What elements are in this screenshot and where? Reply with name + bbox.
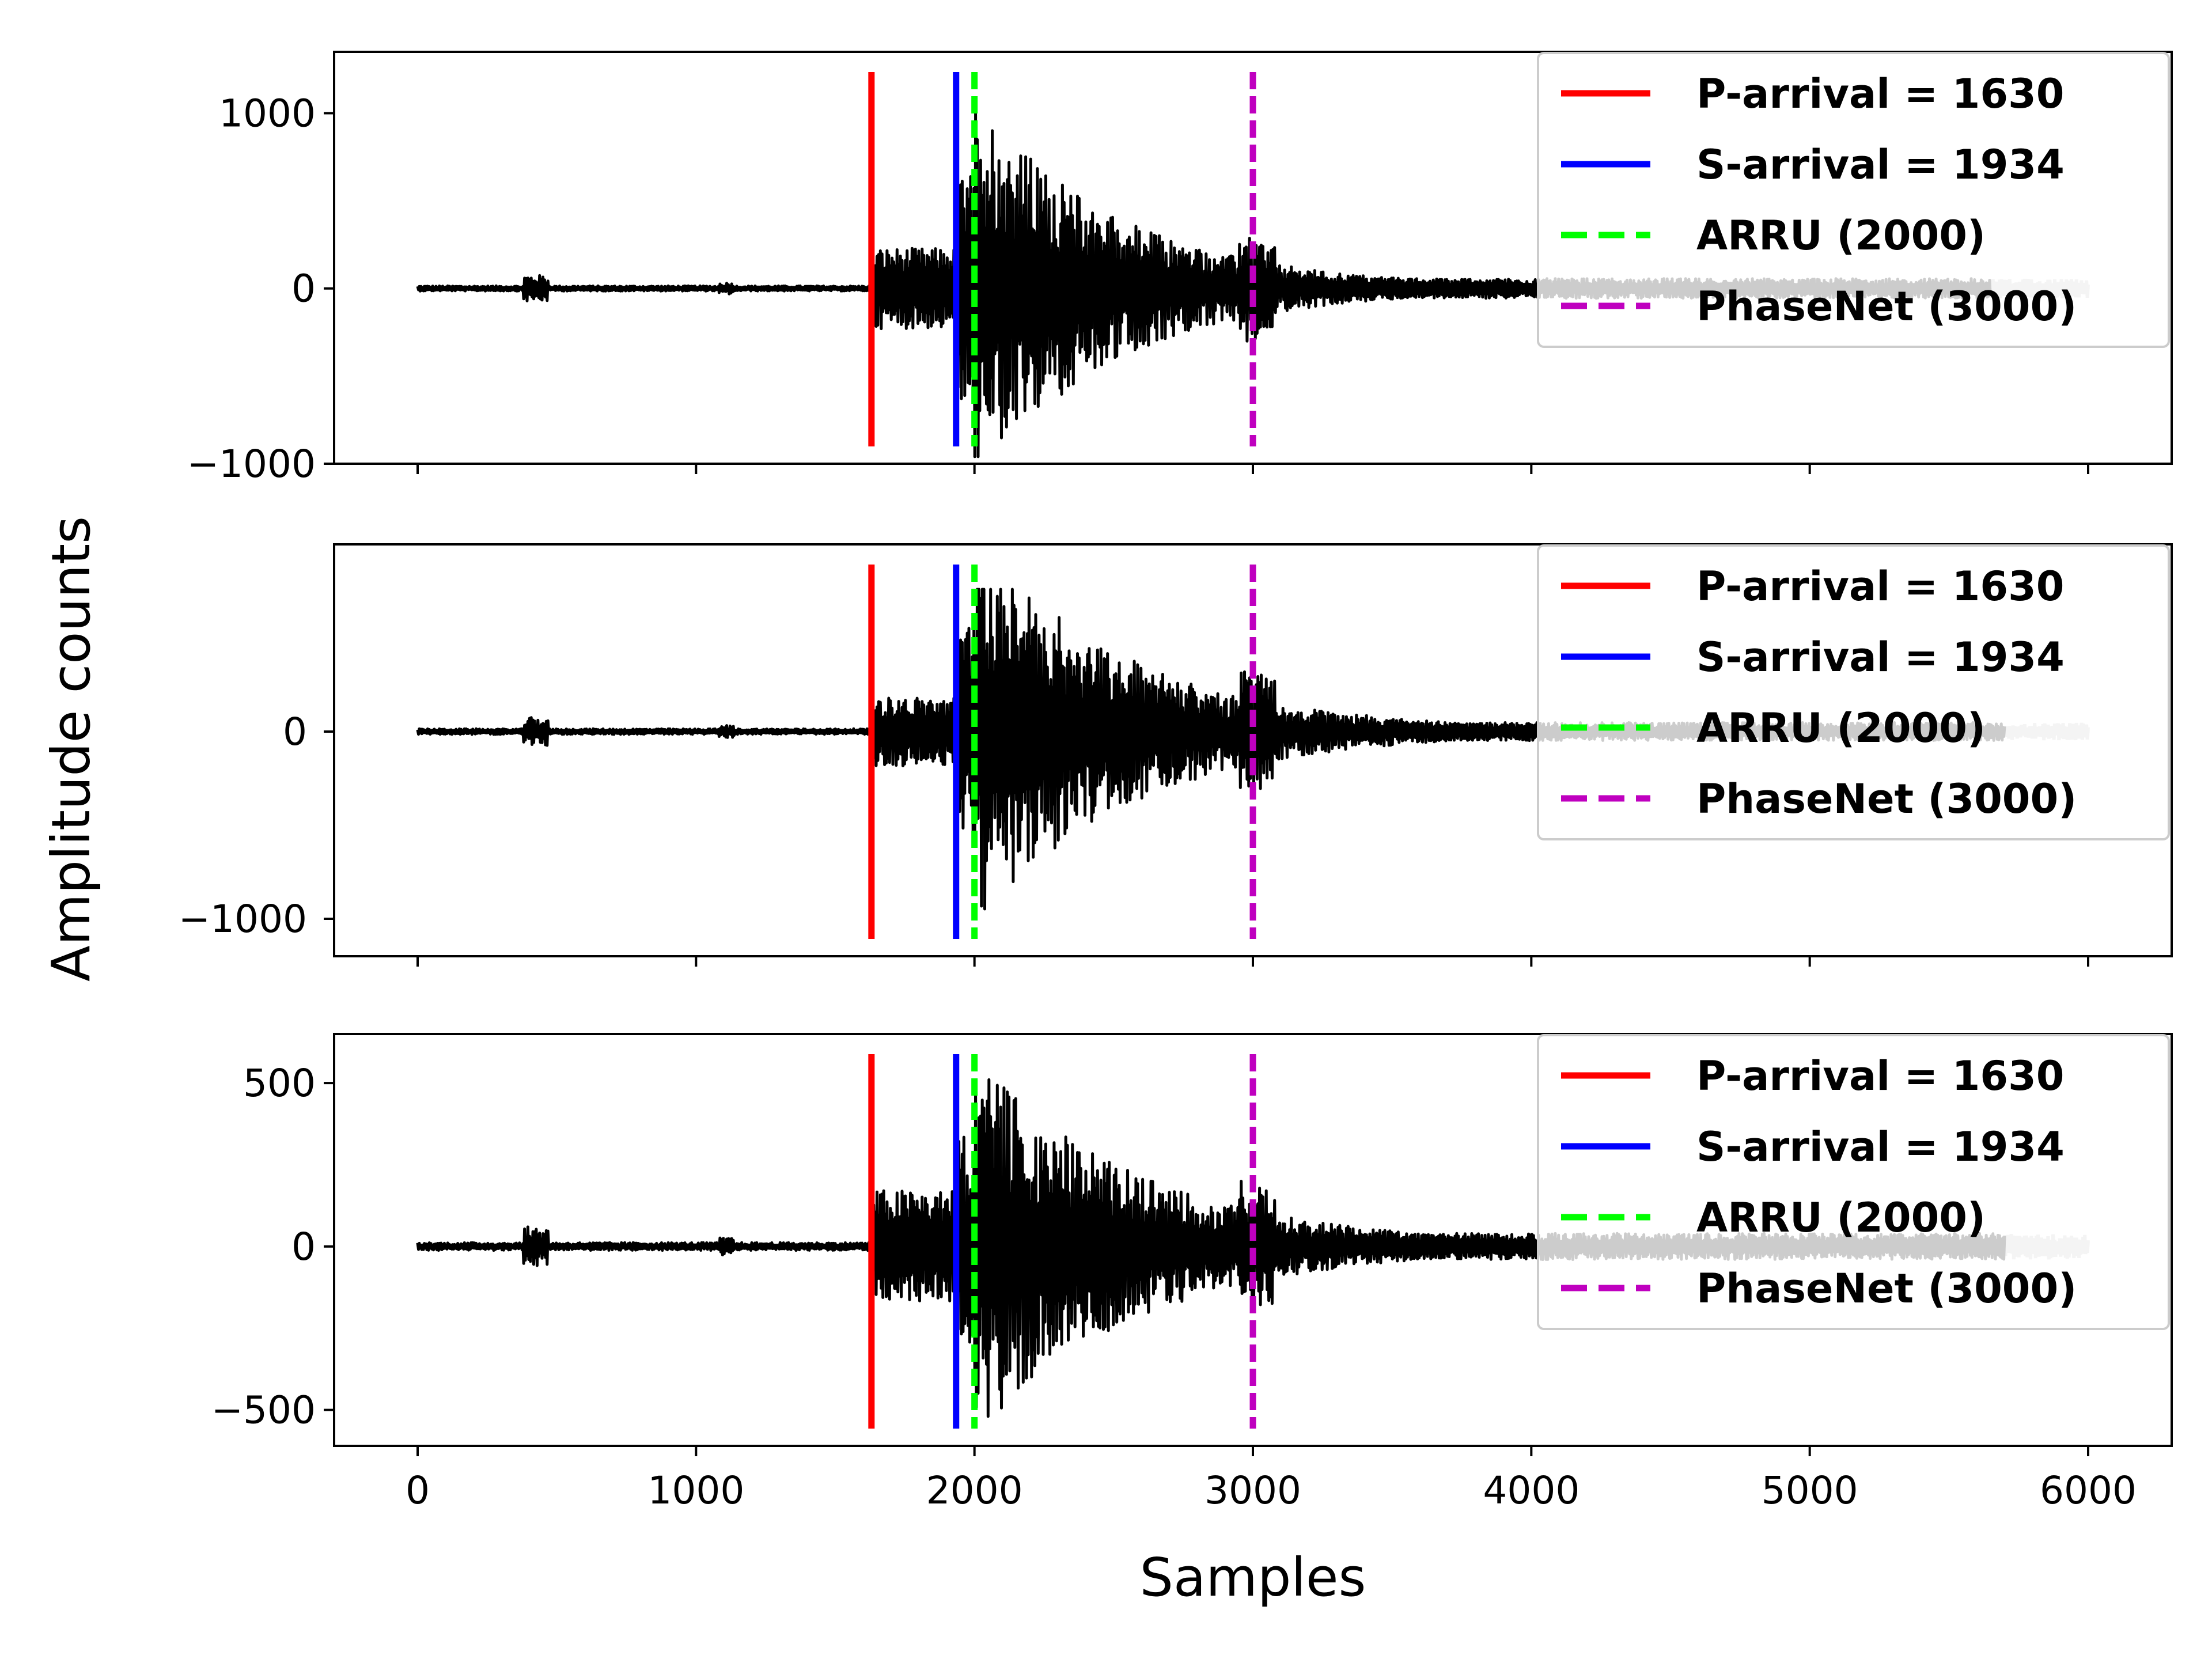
legend-box bbox=[1537, 1034, 2170, 1330]
x-axis-label: Samples bbox=[1140, 1547, 1366, 1608]
panel-3: 5000−5000 1000 2000 3000 4000 5000 6000P-arriv… bbox=[211, 1033, 2173, 1513]
legend-entry-label: PhaseNet (3000) bbox=[1696, 775, 2077, 823]
legend-entry-label: P-arrival = 1630 bbox=[1696, 1052, 2064, 1100]
legend: P-arrival = 1630 S-arrival = 1934 ARRU (20… bbox=[1537, 52, 2170, 348]
legend-entry-label: PhaseNet (3000) bbox=[1696, 1265, 2077, 1312]
legend-entry-label: S-arrival = 1934 bbox=[1696, 141, 2065, 188]
legend: P-arrival = 1630 S-arrival = 1934 ARRU (20… bbox=[1537, 1034, 2170, 1330]
x-tick-label: 0 bbox=[406, 1468, 430, 1513]
legend-entry-label: S-arrival = 1934 bbox=[1696, 1123, 2065, 1171]
y-tick-label: 0 bbox=[291, 1225, 316, 1269]
y-tick-label: −500 bbox=[211, 1388, 316, 1433]
y-tick-label: 1000 bbox=[219, 91, 316, 135]
legend-entry-label: ARRU (2000) bbox=[1696, 704, 1986, 752]
y-tick-label: −1000 bbox=[179, 897, 307, 941]
panel-1: 1000 0 −1000 P-arrival = 1630 S-arrival = 19… bbox=[187, 51, 2173, 486]
x-tick-label: 2000 bbox=[926, 1468, 1023, 1513]
y-tick-label: 0 bbox=[291, 267, 316, 311]
x-tick-label: 4000 bbox=[1483, 1468, 1580, 1513]
y-tick-label: 0 bbox=[283, 710, 307, 754]
legend-entry-label: PhaseNet (3000) bbox=[1696, 283, 2077, 330]
legend-box bbox=[1537, 52, 2170, 348]
legend: P-arrival = 1630 S-arrival = 1934 ARRU (20… bbox=[1537, 544, 2170, 840]
legend-box bbox=[1537, 544, 2170, 840]
y-tick-label: −1000 bbox=[187, 442, 316, 486]
x-tick-label: 1000 bbox=[647, 1468, 744, 1513]
legend-entry-label: ARRU (2000) bbox=[1696, 1194, 1986, 1241]
y-tick-label: 500 bbox=[243, 1061, 316, 1105]
legend-entry-label: S-arrival = 1934 bbox=[1696, 634, 2065, 681]
legend-entry-label: P-arrival = 1630 bbox=[1696, 563, 2064, 610]
legend-entry-label: P-arrival = 1630 bbox=[1696, 70, 2064, 118]
x-tick-label: 5000 bbox=[1762, 1468, 1858, 1513]
y-axis-label: Amplitude counts bbox=[40, 516, 102, 982]
x-tick-label: 6000 bbox=[2040, 1468, 2137, 1513]
legend-entry-label: ARRU (2000) bbox=[1696, 212, 1986, 259]
panel-2: 0 −1000 P-arrival = 1630 S-arrival = 1934 AR… bbox=[179, 543, 2173, 967]
x-tick-label: 3000 bbox=[1205, 1468, 1301, 1513]
